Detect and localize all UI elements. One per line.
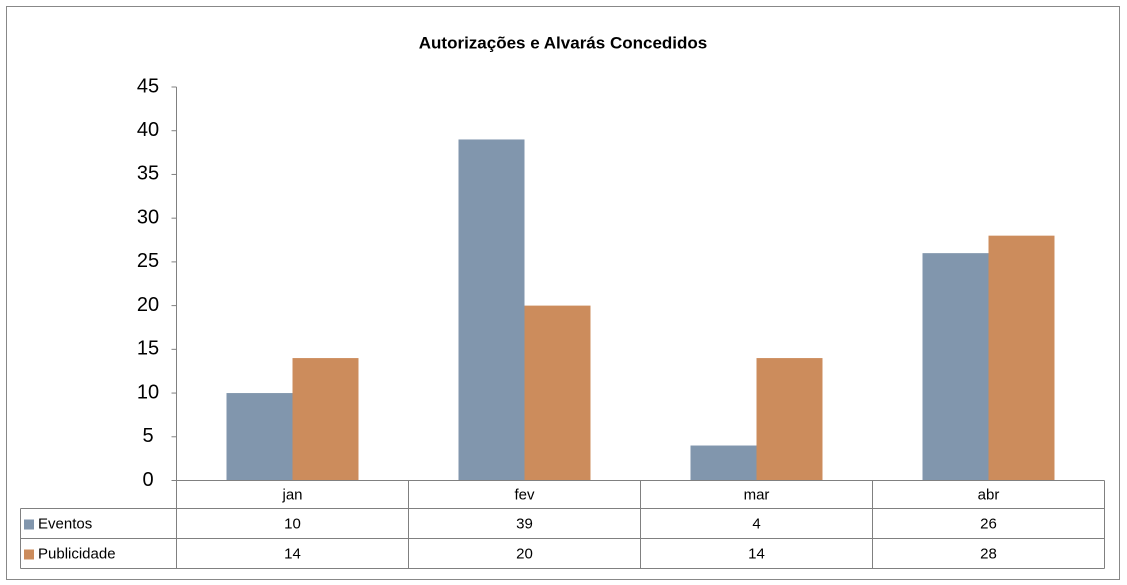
- legend-label: Publicidade: [38, 545, 116, 562]
- table-value: 4: [752, 515, 760, 532]
- y-tick-label: 15: [137, 338, 159, 360]
- table-value: 14: [284, 545, 301, 562]
- chart-title: Autorizações e Alvarás Concedidos: [419, 33, 707, 52]
- y-tick-label: 0: [142, 469, 153, 491]
- legend-key: [24, 519, 34, 530]
- x-tick-label: mar: [744, 486, 770, 503]
- y-tick-label: 20: [137, 294, 159, 316]
- y-tick-label: 35: [137, 163, 159, 185]
- bar: [756, 358, 823, 481]
- table-value: 20: [516, 545, 533, 562]
- y-tick-label: 5: [142, 425, 153, 447]
- bar: [226, 393, 293, 481]
- x-tick-label: abr: [978, 486, 1000, 503]
- x-tick-label: jan: [281, 486, 302, 503]
- bar: [524, 305, 591, 481]
- bar: [922, 253, 989, 481]
- bar: [292, 358, 359, 481]
- y-tick-label: 45: [137, 75, 159, 97]
- table-value: 28: [980, 545, 997, 562]
- table-value: 10: [284, 515, 301, 532]
- y-tick-label: 10: [137, 381, 159, 403]
- table-value: 14: [748, 545, 765, 562]
- y-tick-label: 40: [137, 119, 159, 141]
- table-value: 39: [516, 515, 533, 532]
- y-tick-label: 30: [137, 206, 159, 228]
- table-value: 26: [980, 515, 997, 532]
- bar: [458, 139, 525, 481]
- bar: [988, 235, 1055, 481]
- x-tick-label: fev: [514, 486, 535, 503]
- legend-key: [24, 549, 34, 560]
- y-tick-label: 25: [137, 250, 159, 272]
- bar: [690, 445, 757, 481]
- legend-label: Eventos: [38, 515, 92, 532]
